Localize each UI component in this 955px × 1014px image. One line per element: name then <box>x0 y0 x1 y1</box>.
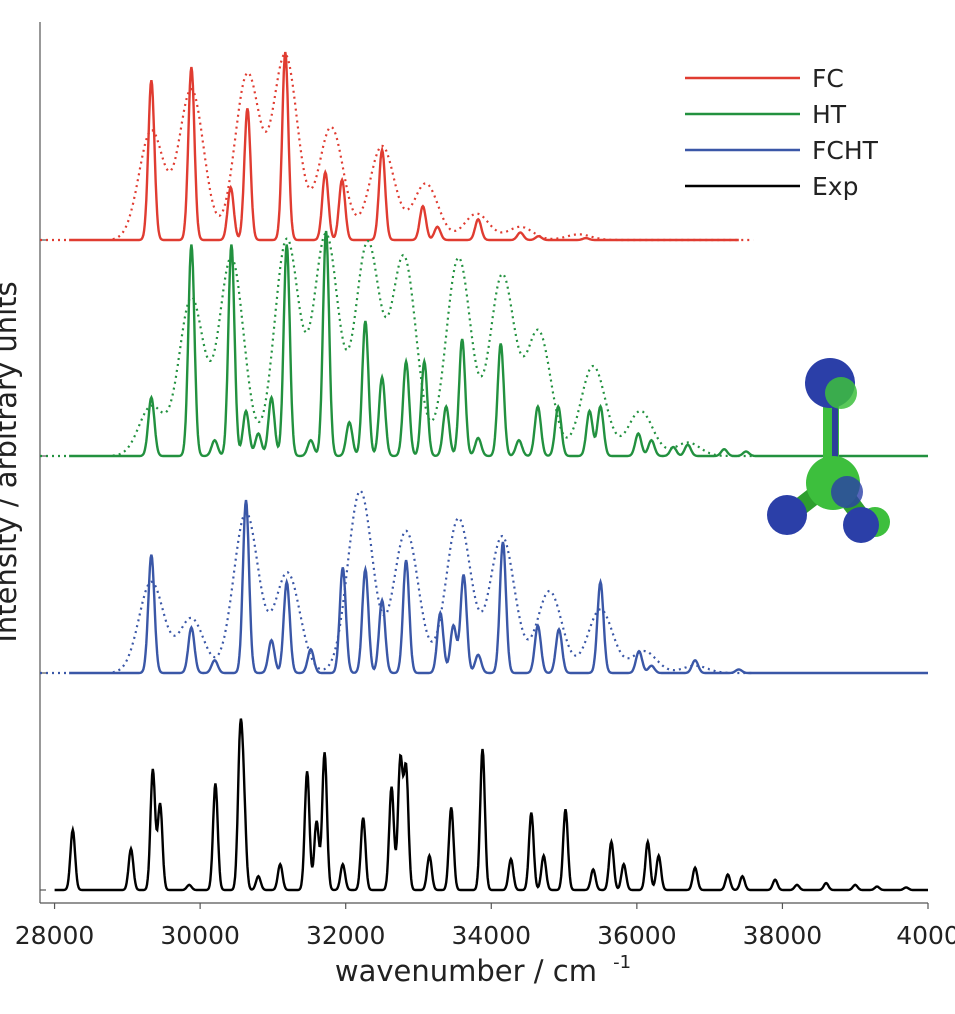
molecule-atom-center-shade <box>831 476 863 508</box>
legend-label-fcht: FCHT <box>812 136 879 165</box>
molecule-illustration <box>767 358 890 543</box>
series-exp <box>54 718 928 892</box>
series-fcht-envelope <box>112 489 754 675</box>
series-fc-envelope <box>112 53 754 242</box>
series-ht <box>40 230 928 458</box>
series-fc-line <box>69 51 739 242</box>
y-axis-title: Intensity / arbitrary units <box>0 281 23 642</box>
molecule-atom-left <box>767 495 807 535</box>
x-tick-label-2: 32000 <box>306 921 386 950</box>
x-tick-label-1: 30000 <box>160 921 240 950</box>
x-tick-label-0: 28000 <box>15 921 95 950</box>
series-layer <box>40 51 928 892</box>
series-fcht <box>40 489 928 675</box>
x-axis-title: wavenumber / cm -1 <box>335 952 631 988</box>
legend-label-exp: Exp <box>812 172 858 201</box>
series-ht-envelope <box>112 232 754 458</box>
x-axis-ticks: 28000 30000 32000 34000 36000 38000 4000 <box>15 903 955 950</box>
y-axis-title-group: Intensity / arbitrary units <box>0 281 23 642</box>
x-tick-label-3: 34000 <box>452 921 532 950</box>
x-axis-title-superscript: -1 <box>613 952 631 973</box>
legend-label-fc: FC <box>812 64 844 93</box>
legend-label-ht: HT <box>812 100 847 129</box>
series-fc <box>40 51 754 242</box>
molecule-bond-vertical-shade <box>832 390 838 470</box>
molecule-atom-right-shade <box>843 507 879 543</box>
series-exp-line <box>54 718 928 892</box>
molecule-atom-top-shade <box>825 377 857 409</box>
x-tick-label-6: 4000 <box>896 921 955 950</box>
x-tick-label-5: 38000 <box>743 921 823 950</box>
x-axis-title-text: wavenumber / cm <box>335 954 597 988</box>
x-tick-label-4: 36000 <box>597 921 677 950</box>
series-fcht-line <box>69 499 928 675</box>
series-ht-line <box>69 230 928 458</box>
